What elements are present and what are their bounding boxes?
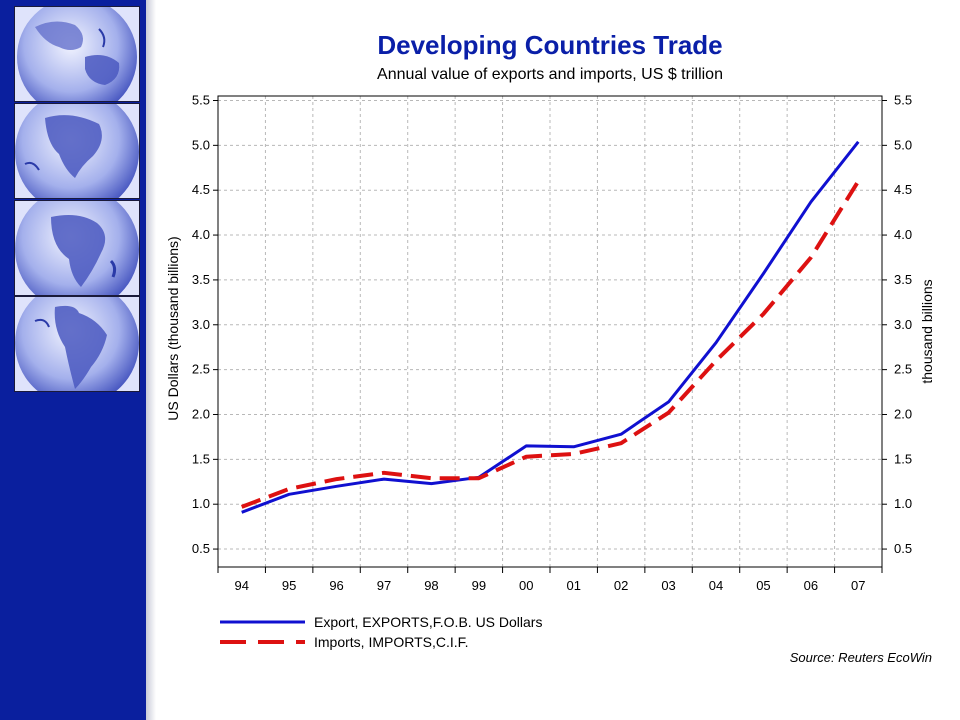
y-tick-label-right: 0.5 [894,541,912,556]
y-tick-label-right: 2.5 [894,362,912,377]
y-tick-label-right: 1.0 [894,496,912,511]
source-note: Source: Reuters EcoWin [790,650,932,665]
series-line-export [241,140,860,514]
y-tick-label-left: 3.0 [192,317,210,332]
chart-subtitle: Annual value of exports and imports, US … [377,66,723,83]
globe-africa-icon [14,200,140,296]
x-tick-label: 94 [234,578,248,593]
globe-south-america-icon [14,296,140,392]
x-tick-label: 99 [472,578,486,593]
y-tick-label-left: 2.5 [192,362,210,377]
x-tick-label: 01 [566,578,580,593]
y-tick-label-right: 3.0 [894,317,912,332]
y-tick-label-left: 0.5 [192,541,210,556]
y-tick-label-left: 4.5 [192,182,210,197]
y-tick-label-left: 3.5 [192,272,210,287]
y-axis-ticks: 5.5 5.5 5.0 5.0 4.5 4.5 4.0 4.0 3.5 3.5 3.0 3.0 2.5 2… [192,92,912,556]
legend-label-export: Export, EXPORTS,F.O.B. US Dollars [314,614,542,630]
chart-title: Developing Countries Trade [377,30,722,60]
y-tick-label-left: 1.5 [192,451,210,466]
y-tick-label-left: 5.0 [192,137,210,152]
y-tick-label-left: 1.0 [192,496,210,511]
sidebar-shadow [146,0,156,720]
y-tick-label-right: 1.5 [894,451,912,466]
x-tick-label: 04 [709,578,723,593]
legend-label-imports: Imports, IMPORTS,C.I.F. [314,634,469,650]
globe-asia-australia-icon [14,6,140,102]
x-tick-label: 00 [519,578,533,593]
x-tick-label: 07 [851,578,865,593]
y-tick-label-right: 4.0 [894,227,912,242]
x-tick-label: 97 [377,578,391,593]
x-tick-label: 95 [282,578,296,593]
x-tick-label: 96 [329,578,343,593]
y-tick-label-left: 4.0 [192,227,210,242]
y-tick-label-right: 4.5 [894,182,912,197]
y-tick-label-left: 2.0 [192,406,210,421]
x-tick-label: 06 [804,578,818,593]
x-tick-label: 03 [661,578,675,593]
grid [218,96,882,567]
globe-north-america-icon [14,103,140,199]
y-tick-label-right: 5.0 [894,137,912,152]
y-tick-label-right: 2.0 [894,406,912,421]
x-tick-label: 98 [424,578,438,593]
x-tick-label: 02 [614,578,628,593]
y-tick-label-left: 5.5 [192,92,210,107]
y-tick-label-right: 3.5 [894,272,912,287]
y-axis-label-left: US Dollars (thousand billions) [165,236,181,420]
series-lines [240,140,860,514]
x-axis-ticks: 94 95 96 97 98 99 00 01 02 03 04 05 06 07 [217,567,883,593]
y-tick-label-right: 5.5 [894,92,912,107]
x-tick-label: 05 [756,578,770,593]
legend: Export, EXPORTS,F.O.B. US Dollars Import… [220,614,542,650]
y-axis-label-right: thousand billions [919,279,935,383]
